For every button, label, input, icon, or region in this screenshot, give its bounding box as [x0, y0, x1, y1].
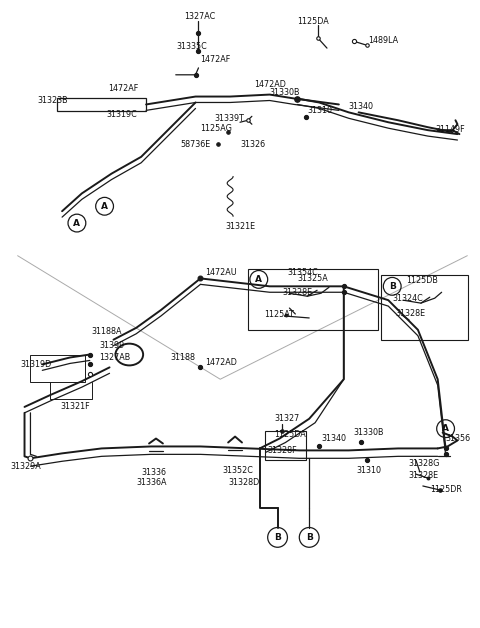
Text: 31326: 31326 — [240, 141, 265, 149]
Bar — [248, 269, 378, 330]
Text: 1125DA: 1125DA — [275, 430, 306, 439]
Text: 31339T: 31339T — [214, 114, 244, 123]
Text: 58736E: 58736E — [180, 141, 211, 149]
Text: A: A — [73, 219, 81, 227]
Text: 31323B: 31323B — [37, 96, 68, 105]
Text: 31310: 31310 — [357, 466, 382, 475]
Text: 31328G: 31328G — [408, 458, 439, 468]
Text: 31340: 31340 — [349, 102, 374, 111]
Text: 31321F: 31321F — [60, 403, 90, 411]
Text: 31335C: 31335C — [177, 41, 207, 51]
Text: 31328E: 31328E — [408, 470, 438, 480]
Text: 31328E: 31328E — [283, 288, 312, 297]
Bar — [381, 276, 468, 340]
Text: 31330B: 31330B — [270, 88, 300, 97]
Text: 1472AF: 1472AF — [201, 55, 231, 65]
Text: 1489LA: 1489LA — [369, 36, 398, 45]
Text: 31399: 31399 — [100, 341, 125, 350]
Text: 31356: 31356 — [445, 434, 471, 443]
Text: 1125DA: 1125DA — [297, 17, 329, 26]
Text: A: A — [442, 424, 449, 433]
Text: 1125DB: 1125DB — [406, 276, 438, 285]
Text: 31329A: 31329A — [11, 462, 41, 471]
Text: 31327: 31327 — [275, 414, 300, 423]
Text: 31352C: 31352C — [222, 466, 253, 475]
Text: 1472AU: 1472AU — [205, 268, 237, 277]
Text: 31319D: 31319D — [21, 360, 52, 369]
Text: 31340: 31340 — [321, 434, 346, 443]
Text: 31336A: 31336A — [136, 477, 167, 487]
Bar — [57, 97, 146, 111]
Text: 31328E: 31328E — [395, 308, 425, 318]
Text: 31354C: 31354C — [288, 268, 318, 277]
Text: 31149F: 31149F — [436, 125, 465, 134]
Text: 31188: 31188 — [171, 353, 196, 362]
Text: B: B — [274, 533, 281, 542]
Text: 1472AD: 1472AD — [254, 80, 286, 89]
Text: A: A — [255, 275, 262, 284]
Text: 1472AF: 1472AF — [108, 84, 139, 93]
Text: 31310: 31310 — [307, 106, 332, 115]
Text: 31321E: 31321E — [225, 222, 255, 230]
Text: 1125DR: 1125DR — [430, 485, 462, 494]
Text: 31328D: 31328D — [228, 477, 259, 487]
Text: 1125AG: 1125AG — [201, 124, 232, 133]
Text: 31336: 31336 — [141, 468, 166, 477]
Text: 31328F: 31328F — [268, 446, 297, 455]
Bar — [264, 431, 306, 460]
Text: 31319C: 31319C — [107, 110, 137, 119]
Text: B: B — [389, 282, 396, 291]
Text: 31330B: 31330B — [354, 428, 384, 437]
Text: 31324C: 31324C — [392, 294, 423, 303]
Text: 1327AB: 1327AB — [100, 353, 131, 362]
Text: 1472AD: 1472AD — [205, 358, 237, 367]
Bar — [30, 355, 85, 382]
Text: 1327AC: 1327AC — [184, 12, 215, 21]
Text: 31188A: 31188A — [92, 327, 122, 336]
Text: 1125AT: 1125AT — [264, 310, 294, 320]
Text: 31325A: 31325A — [297, 274, 328, 283]
Text: A: A — [101, 202, 108, 211]
Text: B: B — [306, 533, 312, 542]
